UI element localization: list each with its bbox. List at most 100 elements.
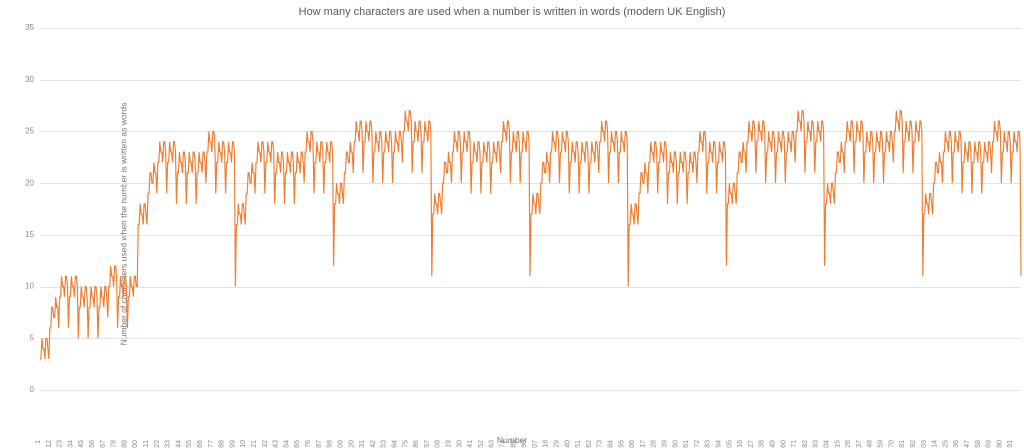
x-tick-label: 177	[208, 440, 215, 448]
x-tick-label: 573	[597, 440, 604, 448]
x-tick-label: 925	[942, 440, 949, 448]
x-tick-label: 100	[132, 440, 139, 448]
x-tick-label: 430	[456, 440, 463, 448]
x-tick-label: 309	[337, 440, 344, 448]
x-tick-label: 727	[748, 440, 755, 448]
y-tick-label: 30	[25, 75, 34, 84]
x-tick-label: 848	[867, 440, 874, 448]
x-tick-label: 617	[640, 440, 647, 448]
chart-title: How many characters are used when a numb…	[298, 6, 726, 18]
x-tick-label: 419	[445, 440, 452, 448]
x-tick-label: 210	[240, 440, 247, 448]
x-tick-label: 837	[856, 440, 863, 448]
x-tick-label: 45	[78, 440, 85, 448]
x-tick-label: 474	[499, 440, 506, 448]
x-tick-label: 595	[618, 440, 625, 448]
x-tick-label: 749	[770, 440, 777, 448]
x-tick-label: 353	[381, 440, 388, 448]
x-tick-label: 188	[219, 440, 226, 448]
y-tick-label: 25	[25, 127, 34, 136]
x-tick-label: 386	[413, 440, 420, 448]
x-tick-label: 694	[716, 440, 723, 448]
x-tick-label: 936	[953, 440, 960, 448]
x-tick-label: 551	[575, 440, 582, 448]
x-tick-label: 991	[1007, 440, 1014, 448]
x-tick-label: 650	[672, 440, 679, 448]
x-tick-label: 144	[175, 440, 182, 448]
x-tick-label: 265	[294, 440, 301, 448]
x-tick-label: 485	[510, 440, 517, 448]
x-tick-label: 969	[986, 440, 993, 448]
x-tick-label: 23	[57, 440, 64, 448]
x-tick-label: 892	[910, 440, 917, 448]
x-tick-label: 826	[845, 440, 852, 448]
y-tick-label: 20	[25, 178, 34, 187]
x-tick-label: 584	[608, 440, 615, 448]
x-tick-label: 815	[834, 440, 841, 448]
x-tick-label: 496	[521, 440, 528, 448]
y-tick-label: 10	[25, 282, 34, 291]
x-tick-label: 914	[932, 440, 939, 448]
x-tick-label: 67	[100, 440, 107, 448]
x-tick-label: 155	[186, 440, 193, 448]
x-tick-label: 672	[694, 440, 701, 448]
x-tick-label: 804	[824, 440, 831, 448]
x-tick-label: 518	[543, 440, 550, 448]
x-tick-label: 639	[662, 440, 669, 448]
x-tick-label: 661	[683, 440, 690, 448]
x-tick-label: 232	[262, 440, 269, 448]
y-tick-label: 0	[30, 385, 35, 394]
x-tick-label: 298	[327, 440, 334, 448]
x-tick-label: 199	[229, 440, 236, 448]
x-tick-labels: 1 12 23 34 45 56 67 78 89 100 111 122 133 144 155 166 17…	[35, 440, 1014, 448]
x-tick-label: 683	[705, 440, 712, 448]
gridlines	[40, 28, 1021, 391]
x-tick-label: 408	[435, 440, 442, 448]
x-tick-label: 1	[35, 440, 42, 444]
x-tick-label: 540	[564, 440, 571, 448]
x-tick-label: 782	[802, 440, 809, 448]
x-tick-label: 452	[478, 440, 485, 448]
x-tick-label: 78	[111, 440, 118, 448]
x-tick-label: 793	[813, 440, 820, 448]
x-tick-label: 463	[489, 440, 496, 448]
x-tick-label: 628	[651, 440, 658, 448]
x-tick-label: 56	[89, 440, 96, 448]
series-line-characters	[40, 110, 1022, 360]
x-tick-label: 12	[46, 440, 53, 448]
x-tick-label: 34	[67, 440, 74, 448]
x-tick-label: 947	[964, 440, 971, 448]
x-tick-label: 980	[996, 440, 1003, 448]
x-tick-label: 320	[348, 440, 355, 448]
x-tick-label: 859	[878, 440, 885, 448]
x-tick-label: 507	[532, 440, 539, 448]
x-tick-label: 903	[921, 440, 928, 448]
x-tick-label: 89	[121, 440, 128, 448]
y-tick-label: 15	[25, 230, 34, 239]
x-tick-label: 397	[424, 440, 431, 448]
x-tick-label: 441	[467, 440, 474, 448]
x-tick-label: 364	[391, 440, 398, 448]
x-tick-label: 738	[759, 440, 766, 448]
x-tick-label: 529	[553, 440, 560, 448]
x-tick-label: 342	[370, 440, 377, 448]
x-tick-label: 881	[899, 440, 906, 448]
y-tick-label: 5	[30, 333, 35, 342]
x-tick-label: 133	[165, 440, 172, 448]
y-tick-labels: 0 5 10 15 20 25 30 35	[25, 23, 34, 394]
x-tick-label: 771	[791, 440, 798, 448]
x-tick-label: 331	[359, 440, 366, 448]
x-tick-label: 276	[305, 440, 312, 448]
x-tick-label: 254	[283, 440, 290, 448]
x-tick-label: 221	[251, 440, 258, 448]
x-tick-label: 287	[316, 440, 323, 448]
y-tick-label: 35	[25, 23, 34, 32]
x-tick-label: 705	[726, 440, 733, 448]
x-axis-title: Number	[496, 435, 528, 445]
x-tick-label: 958	[975, 440, 982, 448]
x-tick-label: 606	[629, 440, 636, 448]
x-tick-label: 870	[888, 440, 895, 448]
x-tick-label: 166	[197, 440, 204, 448]
